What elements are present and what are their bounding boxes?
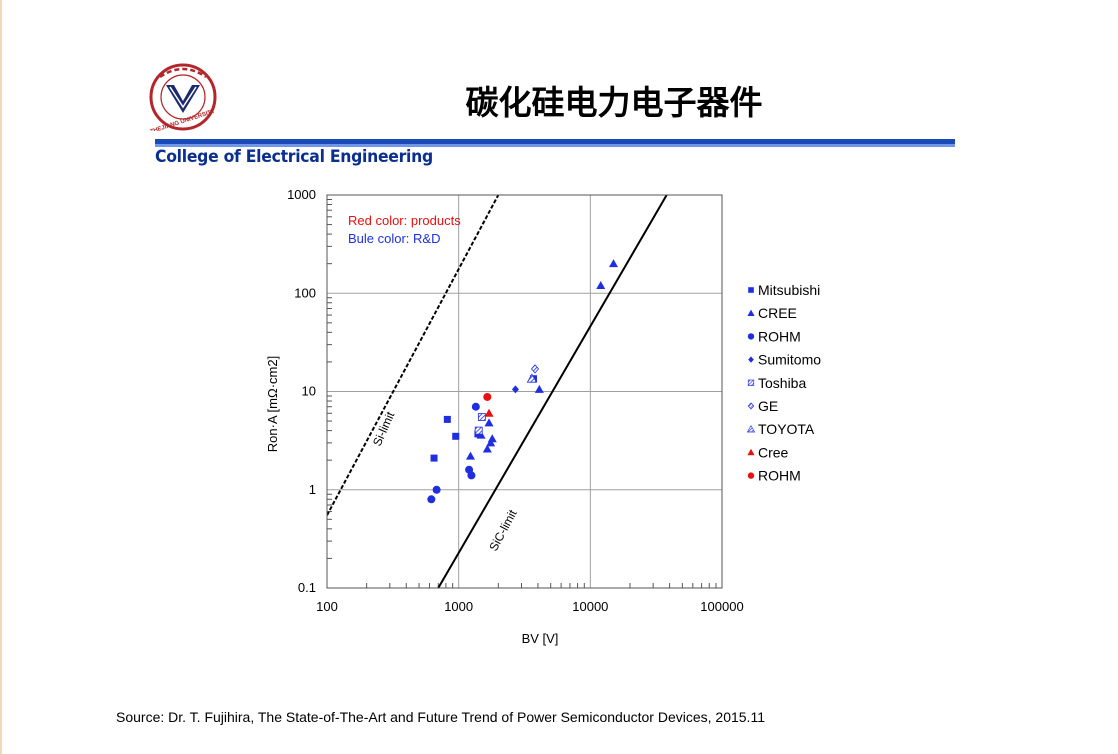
data-point xyxy=(487,434,497,443)
x-tick-labels: 100 1000 10000 100000 xyxy=(316,599,744,614)
y-tick-label: 0.1 xyxy=(298,580,316,595)
legend-label: Sumitomo xyxy=(758,352,821,368)
data-point xyxy=(474,426,483,435)
legend-marker xyxy=(747,379,755,386)
legend-marker xyxy=(747,448,755,456)
annotation-products: Red color: products xyxy=(348,213,461,228)
data-point xyxy=(452,432,460,440)
data-point xyxy=(432,485,441,494)
data-point xyxy=(482,444,492,453)
si-limit-line xyxy=(327,195,500,516)
title-bar-light xyxy=(155,144,955,147)
y-axis-label: Ron·A [mΩ·cm2] xyxy=(265,356,280,452)
x-axis-label: BV [V] xyxy=(522,631,559,646)
x-tick-label: 10000 xyxy=(572,599,608,614)
sic-limit-line xyxy=(437,195,668,588)
legend-label: ROHM xyxy=(758,328,801,344)
data-point xyxy=(476,430,486,439)
data-point xyxy=(596,280,606,289)
x-tick-label: 100 xyxy=(316,599,338,614)
data-point xyxy=(430,454,438,462)
legend: Mitsubishi CREE ROHM Sumitomo Toshiba GE TOYOT… xyxy=(746,282,821,484)
sic-limit-label: SiC-limit xyxy=(486,507,520,554)
x-tick-label: 1000 xyxy=(444,599,473,614)
college-name: College of Electrical Engineering xyxy=(155,147,433,167)
data-point xyxy=(484,418,494,427)
data-point xyxy=(526,373,538,383)
legend-label: TOYOTA xyxy=(758,421,815,437)
legend-marker xyxy=(746,424,756,433)
data-point xyxy=(484,408,494,417)
data-point xyxy=(483,392,492,401)
data-point xyxy=(467,471,476,480)
university-logo: ZHEJIANG UNIVERSITY xyxy=(149,63,217,131)
data-points xyxy=(427,259,619,504)
y-tick-label: 1000 xyxy=(287,187,316,202)
legend-label: Cree xyxy=(758,444,789,460)
data-point xyxy=(534,384,544,393)
legend-marker xyxy=(747,333,755,340)
data-point xyxy=(471,402,480,411)
annotation-rnd: Bule color: R&D xyxy=(348,231,440,246)
legend-marker xyxy=(747,472,755,479)
x-tick-label: 100000 xyxy=(700,599,743,614)
slide-title: 碳化硅电力电子器件 xyxy=(465,83,763,122)
minor-ticks xyxy=(327,198,717,588)
data-point xyxy=(486,438,496,447)
data-point xyxy=(511,385,519,394)
legend-label: GE xyxy=(758,398,778,414)
title-bar-dark xyxy=(155,139,955,144)
legend-label: CREE xyxy=(758,305,797,321)
data-point xyxy=(427,495,436,504)
limit-lines xyxy=(327,195,668,588)
data-point xyxy=(609,259,619,268)
y-tick-label: 10 xyxy=(302,384,316,399)
legend-label: Mitsubishi xyxy=(758,282,820,298)
chart-grid xyxy=(326,194,723,589)
y-tick-label: 1 xyxy=(309,482,316,497)
plot-frame xyxy=(326,194,723,589)
data-point xyxy=(477,413,486,421)
data-point xyxy=(443,415,451,423)
legend-label: Toshiba xyxy=(758,375,806,391)
left-border-rule xyxy=(0,0,2,754)
legend-marker xyxy=(747,402,755,410)
legend-marker xyxy=(748,287,754,293)
legend-marker xyxy=(747,309,755,316)
y-tick-label: 100 xyxy=(294,285,316,300)
y-tick-labels: 0.1 1 10 100 1000 xyxy=(287,187,316,595)
data-point xyxy=(466,451,476,460)
legend-label: ROHM xyxy=(758,468,801,484)
legend-marker xyxy=(748,356,754,363)
data-point xyxy=(530,364,540,374)
source-citation: Source: Dr. T. Fujihira, The State-of-Th… xyxy=(116,709,765,725)
